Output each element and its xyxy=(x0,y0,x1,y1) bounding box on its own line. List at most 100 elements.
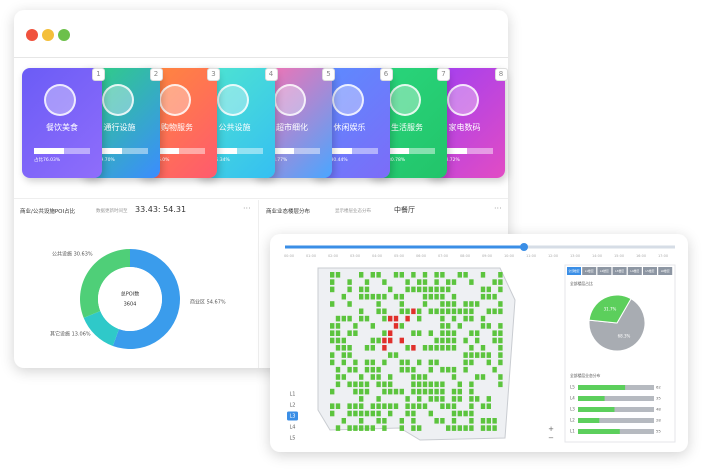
shop-block xyxy=(498,330,503,336)
bar-label: L2 xyxy=(570,418,575,423)
timeline-knob[interactable] xyxy=(520,243,528,251)
floor-button[interactable] xyxy=(287,433,298,443)
shop-block xyxy=(376,374,381,380)
shop-block xyxy=(399,366,404,373)
tab-label: 全部楼层 xyxy=(568,269,579,273)
tab-label: L3楼层 xyxy=(615,269,624,273)
shop-block xyxy=(422,272,428,278)
shop-block xyxy=(376,301,381,307)
tab[interactable] xyxy=(643,267,657,275)
shop-block xyxy=(370,345,375,351)
shop-block xyxy=(422,388,428,395)
donut-segment xyxy=(83,311,120,346)
shop-block xyxy=(359,425,364,431)
shop-block xyxy=(347,403,352,409)
shop-block xyxy=(417,381,422,388)
shop-block xyxy=(440,396,445,402)
tab-label: L1楼层 xyxy=(585,269,594,273)
pie-label: 31.7% xyxy=(604,306,617,311)
shop-block xyxy=(498,381,503,388)
shop-block xyxy=(451,293,457,300)
shop-block xyxy=(417,374,422,380)
shop-block xyxy=(335,366,341,373)
shop-block xyxy=(469,279,474,285)
shop-block xyxy=(388,388,393,395)
shop-block xyxy=(353,381,358,388)
shop-block xyxy=(347,352,352,358)
shop-block xyxy=(376,418,381,424)
tab[interactable] xyxy=(658,267,673,275)
shop-block xyxy=(347,301,352,307)
shop-block xyxy=(469,418,474,424)
zoom-button[interactable]: + xyxy=(548,425,554,433)
card-share: 占比4.77% xyxy=(264,158,288,163)
shop-block xyxy=(405,308,410,315)
shop-block xyxy=(498,345,503,351)
shop-block xyxy=(422,301,428,307)
floor-button[interactable] xyxy=(287,411,298,421)
shop-block xyxy=(480,293,486,300)
filter-label: 显示楼层业态分布 xyxy=(335,209,371,214)
shop-block xyxy=(428,345,433,351)
timeline-label: 01:00 xyxy=(306,254,316,258)
timeline-label: 10:00 xyxy=(504,254,514,258)
max-dot[interactable] xyxy=(58,29,70,41)
floor-button[interactable] xyxy=(287,389,298,399)
shop-block xyxy=(359,293,364,300)
shop-block xyxy=(347,381,352,388)
tab[interactable] xyxy=(612,267,627,275)
tab[interactable] xyxy=(627,267,642,275)
shop-block xyxy=(463,315,468,322)
floor-button[interactable] xyxy=(287,422,298,432)
shop-block xyxy=(399,418,404,424)
timeline-label: 05:00 xyxy=(394,254,404,258)
shop-block xyxy=(382,381,387,388)
shop-block xyxy=(446,308,451,315)
close-dot[interactable] xyxy=(26,29,38,41)
shop-block xyxy=(492,425,497,431)
zoom-button[interactable]: − xyxy=(548,434,554,442)
tab-label: L6楼层 xyxy=(661,269,670,273)
shop-block xyxy=(364,286,370,293)
bar-value: 28 xyxy=(656,418,661,423)
floor-button[interactable] xyxy=(287,400,298,410)
min-dot[interactable] xyxy=(42,29,54,41)
shop-block xyxy=(330,352,335,358)
timeline-label: 07:00 xyxy=(438,254,448,258)
shop-block xyxy=(364,345,370,351)
pie-label: 68.3% xyxy=(618,334,631,339)
shop-block xyxy=(393,315,399,322)
shop-block xyxy=(335,315,341,322)
shop-block xyxy=(457,388,462,395)
shop-block xyxy=(475,374,480,380)
shop-block xyxy=(469,330,474,336)
shop-block xyxy=(422,345,428,351)
shop-block xyxy=(480,352,486,358)
shop-block xyxy=(486,352,491,358)
shop-block xyxy=(422,286,428,293)
tab[interactable] xyxy=(582,267,597,275)
shop-block xyxy=(451,345,457,351)
tab[interactable] xyxy=(597,267,612,275)
shop-block xyxy=(486,286,491,293)
card-index: 2 xyxy=(149,68,163,81)
tab[interactable] xyxy=(567,267,581,275)
shop-block xyxy=(440,315,445,322)
shop-block xyxy=(382,315,387,322)
shop-block xyxy=(486,403,491,409)
shop-block xyxy=(498,279,503,285)
shop-block xyxy=(364,410,370,417)
shop-block xyxy=(428,366,433,373)
shop-block xyxy=(451,315,457,322)
progress-fill xyxy=(264,148,294,154)
progress-fill xyxy=(321,148,352,154)
shop-block xyxy=(405,345,410,351)
bar-value: 55 xyxy=(656,429,661,434)
shop-block xyxy=(440,345,445,351)
category-card[interactable]: 餐饮美食 占比76.03% xyxy=(22,68,102,178)
card-index: 4 xyxy=(264,68,278,81)
shop-block xyxy=(411,286,416,293)
shop-block xyxy=(486,308,491,315)
shop-block xyxy=(417,388,422,395)
